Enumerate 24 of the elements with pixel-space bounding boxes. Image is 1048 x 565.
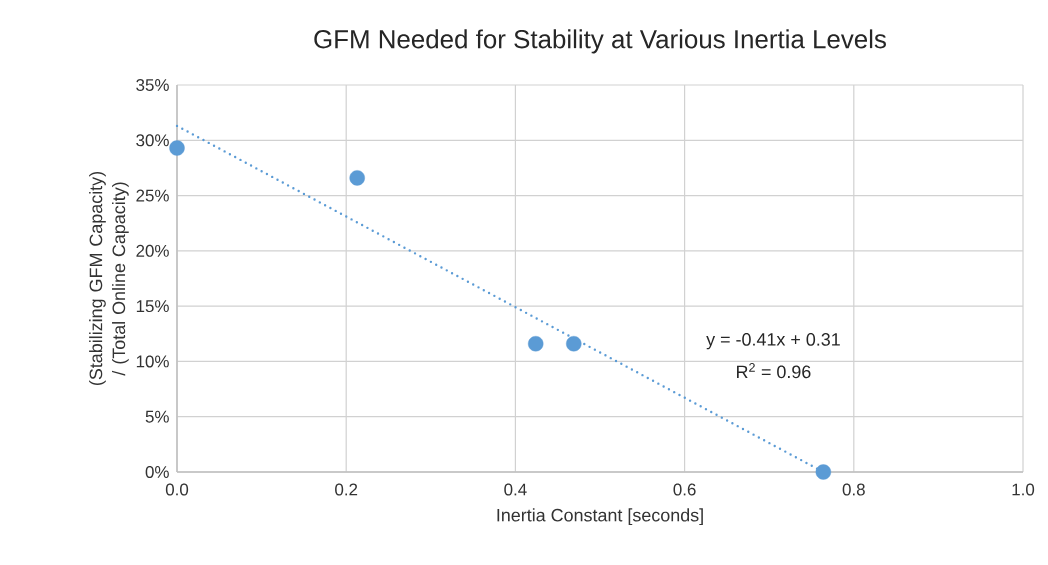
annotation: R$^{2}$ = 0.96	[737, 363, 811, 379]
x-axis-title: Inertia Constant [seconds]	[497, 508, 703, 526]
chart-title: GFM Needed for Stability at Various Inertia Levels	[314, 29, 886, 54]
y-tick-label: 0%	[145, 466, 169, 478]
point	[349, 170, 365, 186]
y-tick-label: 35%	[136, 79, 169, 91]
x-tick-label: 0.6	[673, 483, 696, 496]
y-tick-label: 10%	[136, 355, 169, 368]
point	[169, 140, 185, 156]
point	[566, 336, 582, 352]
x-tick-label: 0.0	[165, 483, 189, 496]
y-tick-label: 30%	[136, 134, 169, 147]
y-tick-label: 25%	[136, 189, 169, 202]
x-tick-label: 0.2	[335, 483, 358, 496]
y-tick-label: 15%	[136, 300, 169, 313]
y-tick-label: 20%	[136, 244, 169, 257]
x-tick-label: 1.0	[1012, 483, 1035, 496]
x-tick-label: 0.4	[504, 483, 527, 496]
y-tick-label: 5%	[145, 410, 169, 423]
y-axis-title: (Stabilizing GFM Capacity) / (Total Online Capacity)	[89, 172, 129, 386]
annotation: y = -0.41x + 0.31	[706, 333, 840, 350]
point	[528, 336, 544, 352]
point	[815, 464, 832, 480]
x-tick-label: 0.8	[842, 483, 865, 496]
